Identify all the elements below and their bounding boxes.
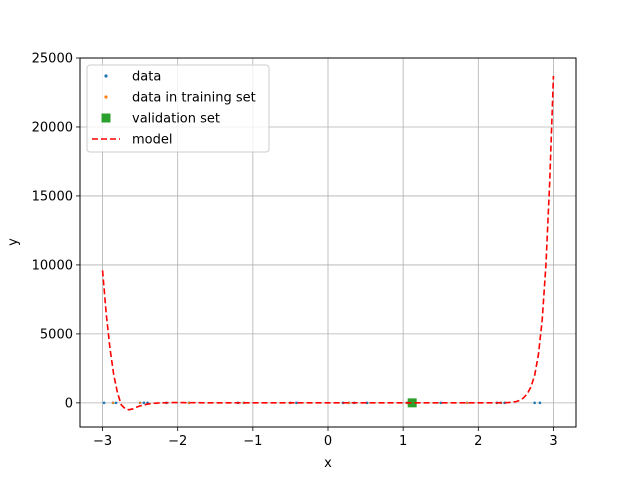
x-tick-label: 2 [474,434,482,449]
legend-label: validation set [132,112,220,127]
training-point [465,401,469,404]
data-point [102,401,106,405]
data-point [439,401,443,405]
legend-marker-dot [104,95,108,99]
x-tick-label: 3 [549,434,557,449]
legend-item: model [92,133,172,148]
x-tick-label: −1 [243,434,262,449]
legend-label: data in training set [132,91,256,106]
legend-item: data in training set [104,91,256,106]
x-tick-label: 0 [324,434,332,449]
data-point [533,401,536,405]
x-axis-ticks: −3 −2 −1 0 1 2 3 [93,427,558,449]
legend-marker-square [101,113,111,123]
training-point [187,401,191,404]
x-axis-label: x [324,456,332,471]
y-axis-ticks: 0 5000 10000 15000 20000 25000 [32,52,80,411]
validation-point [407,398,417,408]
legend-item: validation set [101,112,220,127]
y-tick-label: 25000 [32,52,73,67]
y-tick-label: 15000 [32,189,73,204]
x-tick-label: −2 [168,434,187,449]
legend-item: data [104,70,161,85]
series-validation-set [407,398,417,408]
model-curve [101,75,555,411]
y-tick-label: 5000 [40,327,73,342]
legend-box [86,64,270,153]
legend-label: model [132,133,172,148]
data-point [538,401,542,405]
training-point [111,401,115,404]
y-axis-label: y [6,238,21,246]
training-point [139,401,142,404]
legend: data data in training set validation set mo… [86,64,270,153]
data-point [114,401,118,405]
data-point [295,401,298,405]
series-model [101,75,555,411]
x-tick-label: 1 [399,434,407,449]
data-point [142,401,146,405]
series-layer [101,75,555,411]
y-tick-label: 20000 [32,120,73,135]
legend-label: data [132,70,161,85]
y-tick-label: 10000 [32,258,73,273]
x-tick-label: −3 [93,434,112,449]
y-tick-label: 0 [65,396,73,411]
legend-marker-dot [104,74,108,78]
